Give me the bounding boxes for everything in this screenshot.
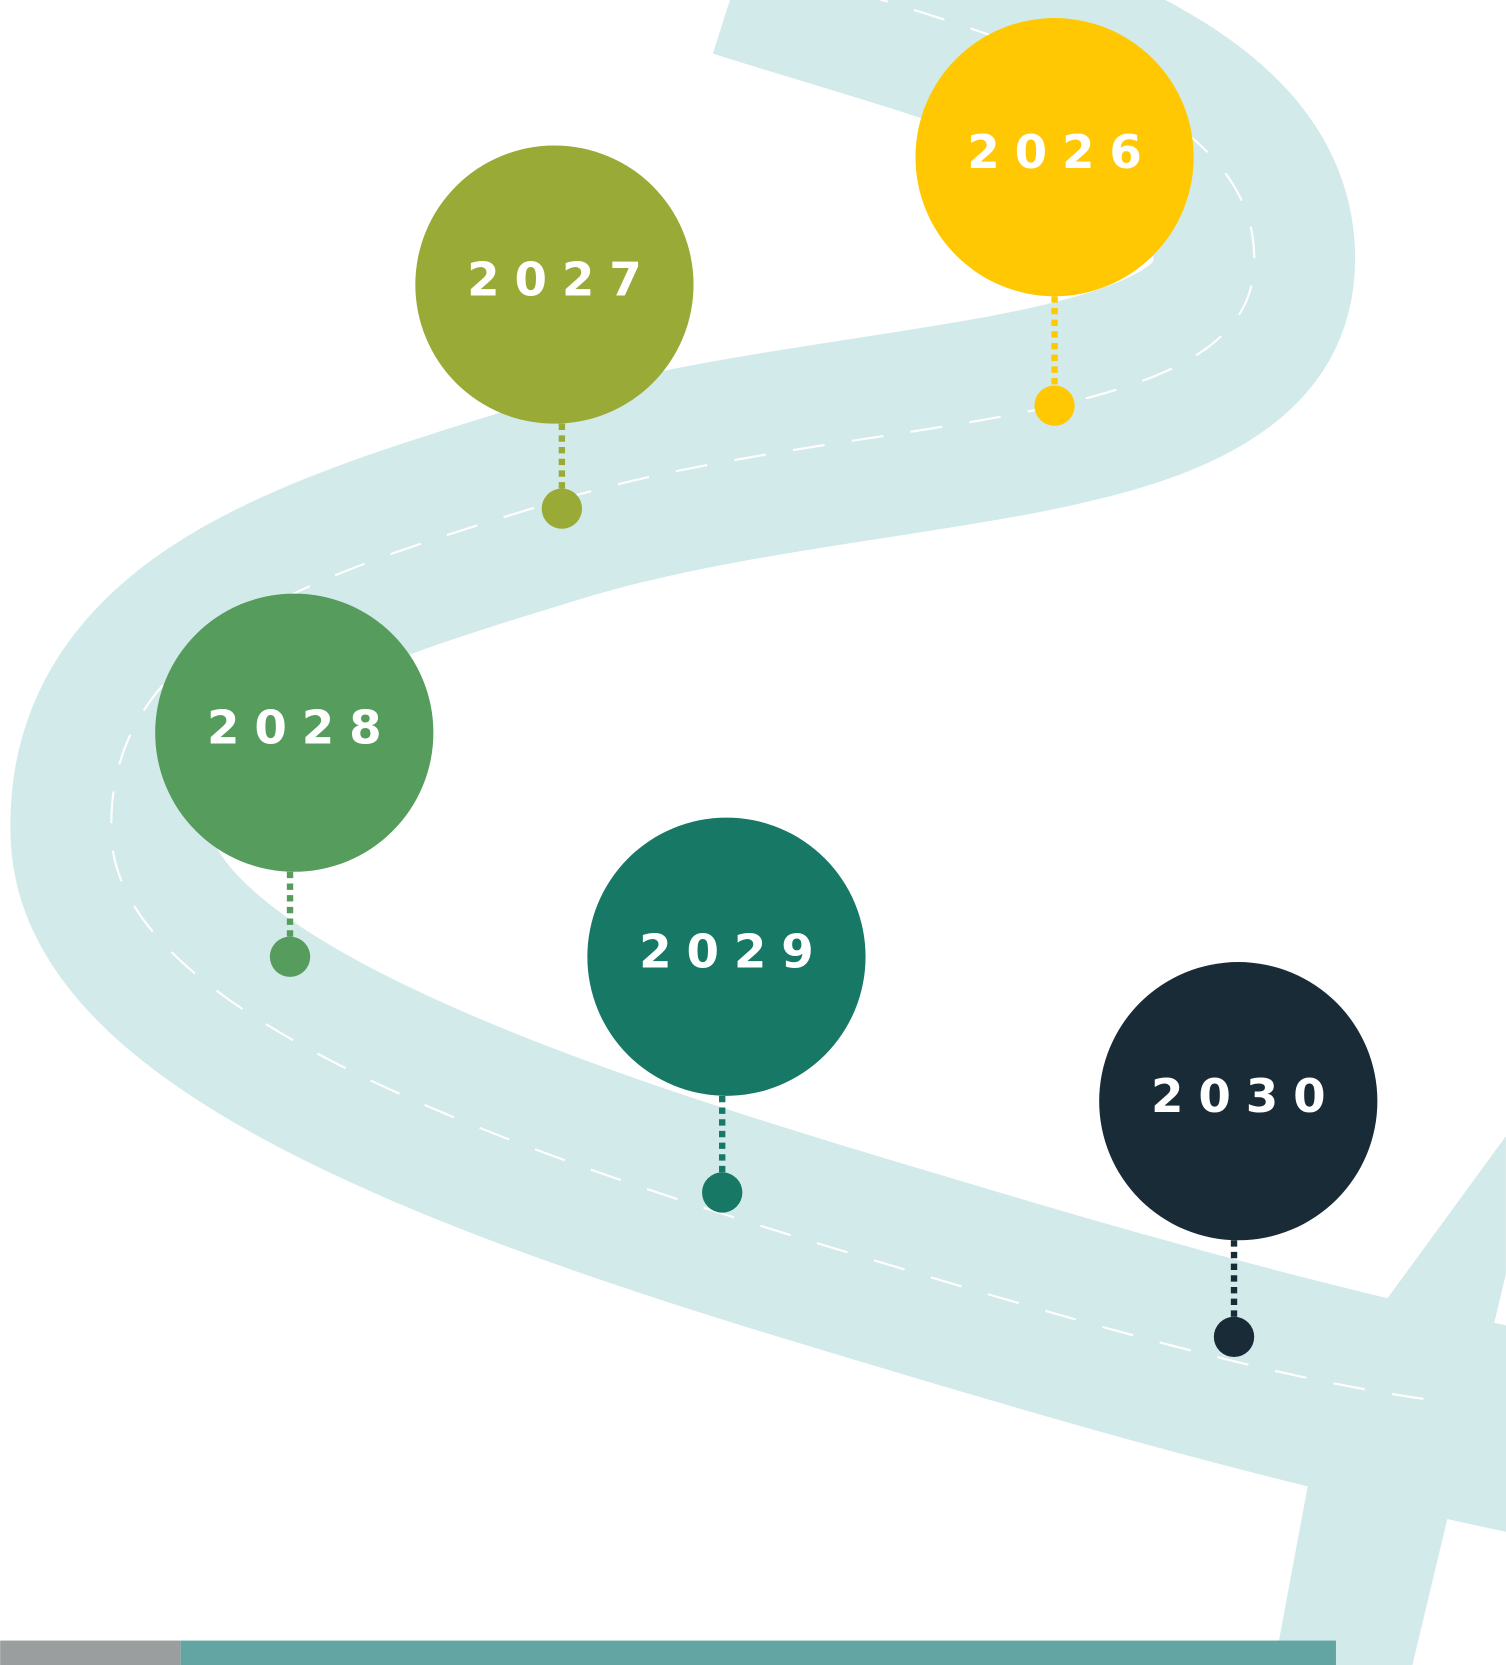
milestone-year: 2029 [639,925,829,979]
footer-bar-teal [180,1640,1336,1665]
footer-bar-gray [0,1640,181,1665]
milestone-circle [155,593,434,872]
pin-dot [702,1172,743,1213]
pin-dot [1034,385,1075,426]
milestone-year: 2027 [467,253,657,307]
pin-dot [1213,1316,1255,1358]
milestone-circle [415,145,694,424]
road-widening [1274,1136,1506,1665]
milestone-year: 2030 [1151,1070,1341,1124]
pin-dot [269,936,311,977]
pin-dot [541,488,583,529]
milestone-year: 2028 [207,701,397,755]
milestone-circle [915,18,1194,297]
milestone-circle [1099,962,1378,1241]
milestone-circle [587,817,866,1096]
milestone-year: 2026 [967,126,1156,180]
